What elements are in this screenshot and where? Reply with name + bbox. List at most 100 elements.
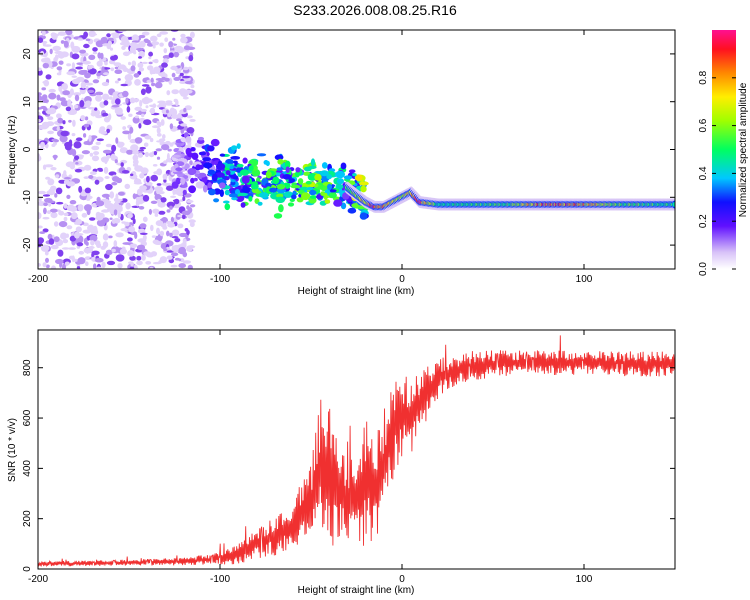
spectrogram-noise-blob (63, 212, 69, 217)
spectrogram-cell (176, 144, 182, 148)
spectrogram-noise-blob (80, 115, 86, 121)
spectrogram-cell (284, 160, 291, 169)
spectrogram-noise-blob (128, 113, 133, 118)
spectrogram-noise-blob (117, 211, 122, 219)
spectrogram-noise-blob (118, 64, 126, 69)
spectrogram-noise-blob (38, 225, 43, 229)
spectrogram-cell (276, 167, 283, 172)
spectrogram-noise-blob (162, 55, 171, 60)
spectrogram-noise-blob (83, 164, 92, 171)
spectrogram-noise-blob (116, 112, 124, 115)
spectrogram-noise-blob (74, 168, 83, 173)
spectrogram-noise-blob (71, 75, 78, 78)
x-tick-label: -100 (210, 274, 230, 285)
spectrogram-noise-blob (64, 30, 73, 36)
spectrogram-noise-blob (188, 54, 194, 62)
spectrogram-cell (231, 145, 238, 151)
spectrogram-noise-blob (133, 181, 143, 185)
spectrogram-cell (290, 184, 301, 189)
spectrogram-noise-blob (125, 202, 131, 210)
spectrogram-noise-blob (47, 107, 57, 115)
spectrogram-noise-blob (91, 250, 100, 256)
spectrogram-cell (265, 182, 272, 188)
spectrogram-noise-blob (152, 261, 162, 265)
spectrogram-noise-blob (138, 201, 143, 205)
spectrogram-noise-blob (156, 127, 161, 134)
snr-x-label: Height of straight line (km) (298, 585, 415, 596)
spectrogram-noise-blob (170, 114, 179, 119)
spectrogram-cell (323, 192, 328, 201)
spectrogram-noise-blob (165, 109, 169, 114)
spectrogram-noise-blob (141, 31, 150, 36)
spectrogram-noise-blob (42, 216, 50, 220)
spectrogram-cell (230, 156, 241, 160)
spectrogram-noise-blob (115, 232, 124, 238)
x-tick-label: -100 (210, 574, 230, 585)
spectrogram-noise-blob (104, 176, 110, 179)
spectrogram-noise-blob (93, 151, 100, 156)
spectrogram-cell (343, 175, 353, 180)
spectrogram-cell (336, 178, 344, 185)
snr-marks (38, 335, 675, 568)
spectrogram-noise-blob (43, 44, 52, 47)
spectrogram-noise-blob (172, 188, 176, 196)
spectrogram-noise-blob (109, 59, 116, 65)
spectrogram-noise-blob (128, 226, 136, 233)
spectrogram-noise-blob (180, 36, 188, 44)
spectrogram-cell (277, 158, 284, 165)
spectrogram-noise-blob (170, 195, 177, 198)
spectrogram-cell (257, 201, 263, 206)
spectrogram-noise-blob (41, 99, 49, 103)
spectrogram-noise-blob (62, 90, 71, 96)
spectrogram-noise-blob (138, 228, 146, 234)
spectrogram-x-axis: -200 -100 0 100 (28, 30, 593, 285)
spectrogram-noise-blob (189, 31, 195, 39)
spectrogram-noise-blob (56, 201, 64, 205)
spectrogram-noise-blob (165, 158, 174, 163)
spectrogram-noise-blob (153, 67, 157, 74)
spectrogram-noise-blob (152, 208, 160, 214)
spectrogram-noise-blob (47, 178, 55, 186)
spectrogram-cell (348, 169, 356, 173)
spectrogram-noise-blob (117, 263, 123, 269)
spectrogram-noise-blob (173, 76, 181, 81)
spectrogram-noise-blob (149, 107, 156, 115)
spectrogram-noise-blob (134, 137, 143, 144)
spectrogram-cell (309, 195, 318, 199)
spectrogram-noise-blob (75, 137, 83, 142)
spectrogram-noise-blob (130, 144, 139, 152)
spectrogram-noise-blob (45, 257, 49, 263)
spectrogram-noise-blob (48, 94, 54, 99)
spectrogram-noise-blob (173, 51, 179, 58)
spectrogram-noise-blob (171, 72, 176, 78)
spectrogram-noise-blob (64, 261, 70, 266)
spectrogram-cell (314, 173, 322, 181)
spectrogram-noise-blob (134, 79, 141, 86)
spectrogram-noise-blob (186, 115, 193, 119)
spectrogram-cell (202, 184, 208, 193)
spectrogram-noise-blob (160, 218, 167, 222)
spectrogram-noise-blob (77, 257, 86, 265)
spectrogram-noise-blob (53, 236, 60, 243)
spectrogram-noise-blob (173, 198, 180, 205)
spectrogram-noise-blob (140, 88, 146, 96)
spectrogram-noise-blob (96, 242, 102, 248)
spectrogram-noise-blob (179, 232, 187, 238)
spectrogram-noise-blob (138, 34, 146, 39)
spectrogram-noise-blob (121, 221, 127, 224)
spectrogram-noise-blob (95, 94, 103, 102)
spectrogram-noise-blob (105, 143, 112, 148)
spectrogram-cell (295, 167, 301, 173)
x-tick-label: -200 (28, 574, 48, 585)
spectrogram-noise-blob (115, 177, 123, 184)
spectrogram-noise-blob (59, 135, 68, 143)
spectrogram-noise-blob (184, 228, 189, 232)
spectrogram-noise-blob (71, 133, 76, 137)
spectrogram-noise-blob (154, 213, 159, 217)
y-tick-label: 600 (22, 409, 33, 426)
colorbar-tick-label: 0.4 (698, 166, 709, 180)
spectrogram-cell (335, 170, 345, 179)
spectrogram-noise-blob (137, 62, 144, 68)
spectrogram-noise-blob (189, 204, 196, 208)
spectrogram-noise-blob (159, 256, 167, 264)
